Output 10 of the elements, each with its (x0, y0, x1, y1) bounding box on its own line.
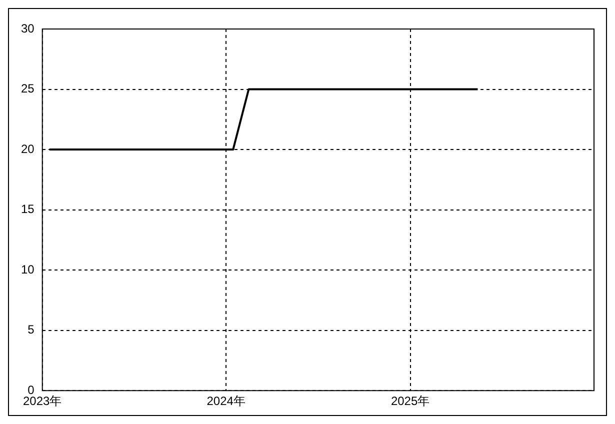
x-tick-label: 2023年 (22, 394, 62, 408)
y-tick-label: 0 (28, 382, 35, 397)
y-tick-label: 30 (20, 21, 35, 36)
y-tick-label: 15 (20, 202, 35, 216)
x-tick-label: 2025年 (390, 394, 430, 408)
y-tick-label: 25 (20, 82, 35, 96)
x-tick-label: 2024年 (206, 394, 246, 408)
y-tick-label: 10 (20, 262, 35, 276)
y-tick-label: 20 (20, 142, 35, 156)
y-tick-label: 5 (28, 322, 35, 337)
